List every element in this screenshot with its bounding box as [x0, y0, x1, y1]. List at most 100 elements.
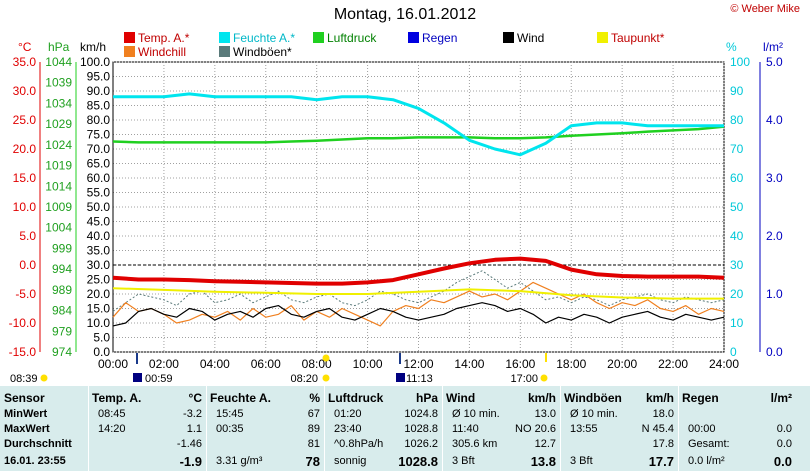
sun-icon [322, 374, 330, 382]
legend-label-dewpoint: Taupunkt* [611, 31, 665, 45]
temp-tick-label: 35.0 [13, 55, 37, 69]
unit-temp: °C [18, 40, 32, 54]
x-tick-label: 12:00 [403, 357, 433, 371]
table-header-unit: °C [188, 391, 202, 405]
table-divider [678, 386, 679, 471]
temp-tick-label: 30.0 [13, 84, 37, 98]
temp-tick-label: -15.0 [9, 345, 37, 359]
legend-swatch-windchill [124, 46, 135, 57]
wind-tick-label: 35.0 [87, 244, 111, 258]
x-tick-label: 14:00 [454, 357, 484, 371]
wind-tick-label: 100.0 [80, 55, 110, 69]
legend-swatch-humidity [219, 32, 230, 43]
table-header-unit: km/h [527, 391, 556, 405]
table-cell-note: 00:00 [688, 423, 716, 435]
table-cell-note: 14:20 [98, 423, 126, 435]
legend-label-temp: Temp. A.* [138, 31, 190, 45]
table-cell-note: Ø 10 min. [452, 408, 500, 420]
table-header: Luftdruck [328, 391, 384, 405]
temp-tick-label: -10.0 [9, 316, 37, 330]
table-cell-value: 1024.8 [404, 408, 438, 420]
legend-wind: Wind [503, 31, 544, 45]
legend-temp: Temp. A.* [124, 31, 189, 45]
x-tick-label: 10:00 [353, 357, 383, 371]
wind-tick-label: 70.0 [87, 142, 111, 156]
legend-label-humidity: Feuchte A.* [233, 31, 296, 45]
wind-tick-label: 95.0 [87, 70, 111, 84]
x-tick-label: 24:00 [709, 357, 739, 371]
series-line-taupunkt [112, 287, 724, 300]
table-cell-note: 08:45 [98, 408, 126, 420]
table-cell-note: ^0.8hPa/h [334, 438, 384, 450]
table-cell-note: Gesamt: [688, 438, 730, 450]
weather-chart: 35.030.025.020.015.010.05.00.0-5.0-10.0-… [9, 55, 783, 385]
table-cell-value: -1.9 [179, 454, 202, 469]
time-marker-label: 11:13 [406, 373, 433, 385]
table-cell-note: 3 Bft [452, 455, 475, 467]
table-cell-value: 12.7 [534, 438, 556, 450]
table-header: Wind [446, 391, 476, 405]
table-row-label: MinWert [4, 408, 48, 420]
humidity-tick-label: 50 [730, 200, 744, 214]
wind-tick-label: 15.0 [87, 302, 111, 316]
wind-tick-label: 55.0 [87, 186, 111, 200]
x-tick-label: 16:00 [505, 357, 535, 371]
table-cell-value: 13.0 [534, 408, 556, 420]
table-cell-note: 15:45 [216, 408, 244, 420]
table-header-unit: hPa [415, 391, 438, 405]
table-cell-note: 3.31 g/m³ [216, 455, 263, 467]
wind-tick-label: 10.0 [87, 316, 111, 330]
wind-tick-label: 90.0 [87, 84, 111, 98]
humidity-tick-label: 70 [730, 142, 744, 156]
rain-tick-label: 1.0 [766, 287, 783, 301]
table-header: Feuchte A. [210, 391, 271, 405]
table-cell-value: 1026.2 [404, 438, 438, 450]
table-cell-note: 01:20 [334, 408, 362, 420]
legend-rain: Regen [408, 31, 457, 45]
humidity-tick-label: 0 [730, 345, 737, 359]
humidity-tick-label: 80 [730, 113, 744, 127]
x-tick-label: 00:00 [98, 357, 128, 371]
table-header: Sensor [4, 391, 45, 405]
wind-tick-label: 25.0 [87, 273, 111, 287]
table-cell-value: 1.1 [186, 423, 202, 435]
legend-label-pressure: Luftdruck [327, 31, 377, 45]
rain-tick-label: 2.0 [766, 229, 783, 243]
unit-rain: l/m² [763, 40, 783, 54]
table-cell-value: 13.8 [530, 454, 556, 469]
unit-pressure: hPa [48, 40, 70, 54]
wind-tick-label: 50.0 [87, 200, 111, 214]
pressure-tick-label: 1034 [45, 96, 72, 110]
series-line-luftdruck [112, 125, 725, 144]
humidity-tick-label: 20 [730, 287, 744, 301]
time-marker-label: 00:59 [145, 373, 173, 385]
legend-label-gust: Windböen* [233, 45, 292, 59]
table-header-unit: % [309, 391, 320, 405]
temp-tick-label: 0.0 [19, 258, 36, 272]
legend-swatch-pressure [313, 32, 324, 43]
table-row-label: 16.01. 23:55 [4, 455, 66, 467]
legend-gust: Windböen* [219, 45, 292, 59]
series-line-wind [112, 302, 725, 327]
pressure-tick-label: 984 [52, 304, 72, 318]
table-cell-value: -1.46 [176, 438, 202, 450]
table-cell-note: sonnig [334, 455, 367, 467]
table-cell-value: 17.8 [652, 438, 674, 450]
chart-title: Montag, 16.01.2012 [333, 6, 477, 23]
table-cell-value: 0.0 [776, 438, 792, 450]
pressure-tick-label: 1029 [45, 117, 72, 131]
pressure-tick-label: 1004 [45, 221, 72, 235]
pressure-tick-label: 1039 [45, 76, 72, 90]
time-marker-label: 08:20 [290, 373, 318, 385]
x-tick-label: 06:00 [251, 357, 281, 371]
table-cell-value: N 45.4 [641, 423, 674, 435]
moon-icon [133, 373, 142, 382]
wind-tick-label: 20.0 [87, 287, 111, 301]
humidity-tick-label: 40 [730, 229, 744, 243]
table-cell-value: 0.0 [773, 454, 792, 469]
table-cell-value: 1028.8 [398, 454, 438, 469]
table-cell-value: 81 [307, 438, 320, 450]
table-divider [324, 386, 325, 471]
unit-humidity: % [726, 40, 737, 54]
temp-tick-label: 5.0 [19, 229, 36, 243]
